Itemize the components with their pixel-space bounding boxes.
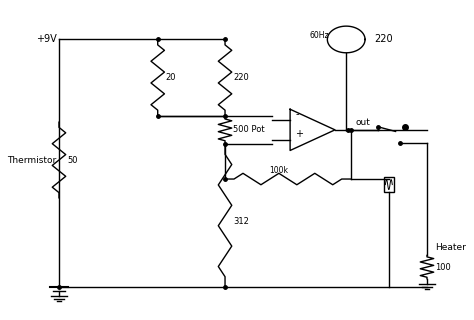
Text: 100: 100 [435, 263, 451, 272]
Text: 20: 20 [166, 73, 176, 82]
Text: 500 Pot: 500 Pot [233, 125, 265, 134]
Text: 312: 312 [233, 217, 249, 226]
Text: 50: 50 [67, 156, 78, 164]
Text: 100k: 100k [269, 166, 288, 175]
Text: -: - [295, 108, 299, 119]
Text: out: out [355, 118, 370, 127]
Text: Thermistor: Thermistor [8, 156, 57, 164]
Text: 220: 220 [233, 73, 249, 82]
Text: Heater: Heater [435, 243, 466, 252]
Text: 60Hz: 60Hz [310, 31, 329, 40]
Text: 220: 220 [374, 35, 392, 44]
Text: +9V: +9V [36, 35, 57, 44]
Text: +: + [295, 129, 303, 139]
